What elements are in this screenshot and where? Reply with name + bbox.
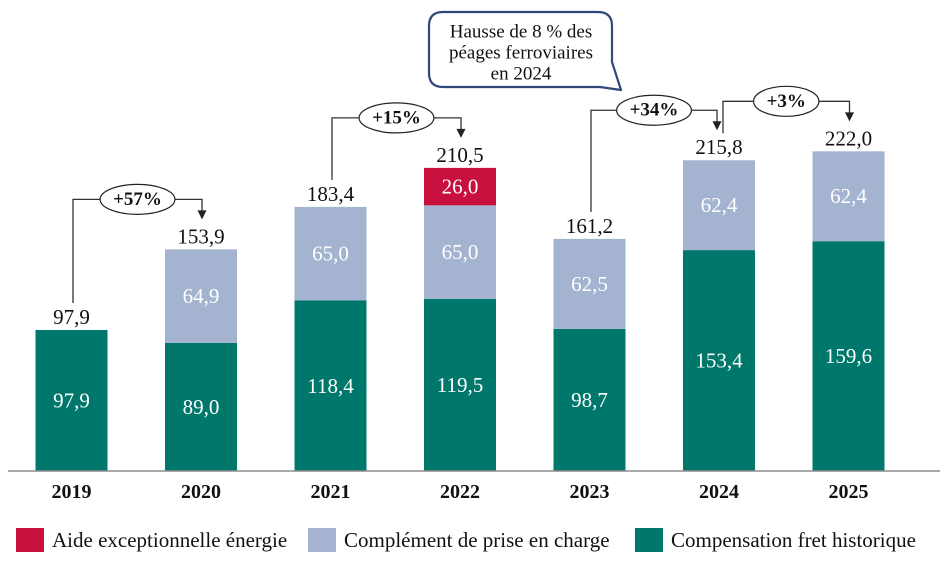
bar-segment-compensation-fret-historique-2022 (424, 298, 496, 471)
bar-segment-compensation-fret-historique-2025 (812, 241, 885, 471)
callout-line-1: Hausse de 8 % des (450, 22, 592, 43)
x-tick-label-2021: 2021 (311, 481, 351, 503)
arrow-down-icon (845, 112, 854, 122)
bar-segment-compensation-fret-historique-2021 (294, 300, 367, 471)
total-label-2022: 210,5 (436, 143, 483, 167)
total-label-2020: 153,9 (177, 224, 224, 248)
data-label-complement-de-prise-en-charge-2025: 62,4 (830, 184, 867, 208)
growth-annotation-2023-2024: +34% (590, 94, 722, 212)
bar-segment-compensation-fret-historique-2019 (35, 330, 108, 471)
bracket-line-right (433, 117, 462, 130)
legend-item-compensation-fret-historique: Compensation fret historique (635, 528, 916, 552)
data-label-complement-de-prise-en-charge-2024: 62,4 (701, 193, 738, 217)
growth-label: +57% (113, 189, 162, 210)
bracket-line-left (722, 100, 754, 134)
bracket-line-right (691, 109, 718, 123)
legend-label: Compensation fret historique (671, 528, 916, 552)
bar-segment-complement-de-prise-en-charge-2023 (553, 238, 626, 329)
bracket-line-right (818, 100, 851, 114)
growth-label: +3% (767, 91, 806, 112)
x-tick-label-2022: 2022 (440, 481, 480, 503)
bar-segment-complement-de-prise-en-charge-2024 (683, 160, 755, 251)
x-tick-label-2025: 2025 (829, 481, 869, 503)
callout-line-2: péages ferroviaires (449, 43, 593, 64)
data-label-compensation-fret-historique-2023: 98,7 (571, 388, 608, 412)
callout-bubble: Hausse de 8 % des péages ferroviaires en… (427, 10, 623, 92)
growth-annotation-2021-2022: +15% (331, 102, 466, 180)
bar-segment-complement-de-prise-en-charge-2020 (165, 249, 237, 343)
growth-label: +15% (372, 107, 421, 128)
total-labels-layer: 97,9 153,9 183,4 210,5 161,2 215,8 222,0 (53, 126, 872, 329)
total-label-2025: 222,0 (825, 126, 872, 150)
legend-swatch (635, 528, 663, 552)
x-tick-label-2019: 2019 (52, 481, 92, 503)
bracket-line-right (174, 198, 203, 212)
bracket-line-left (590, 109, 617, 212)
data-label-compensation-fret-historique-2019: 97,9 (53, 389, 90, 413)
growth-annotation-2019-2020: +57% (72, 183, 207, 304)
total-label-2021: 183,4 (307, 182, 355, 206)
bar-segment-complement-de-prise-en-charge-2025 (812, 151, 885, 242)
total-label-2023: 161,2 (566, 214, 613, 238)
bar-segment-aide-exceptionnelle-energie-2022 (424, 167, 496, 206)
x-tick-labels: 2019 2020 2021 2022 2023 2024 2025 (52, 481, 869, 503)
data-label-compensation-fret-historique-2021: 118,4 (307, 374, 354, 398)
data-label-complement-de-prise-en-charge-2022: 65,0 (442, 240, 479, 264)
arrow-down-icon (197, 210, 207, 220)
x-tick-label-2023: 2023 (570, 481, 610, 503)
callout-bubble-shape (427, 10, 623, 92)
bar-segment-compensation-fret-historique-2020 (165, 342, 237, 471)
bar-segment-complement-de-prise-en-charge-2022 (424, 205, 496, 299)
bar-segment-compensation-fret-historique-2023 (553, 328, 626, 471)
total-label-2019: 97,9 (53, 305, 90, 329)
legend: Aide exceptionnelle énergie Complément de… (16, 528, 916, 552)
legend-swatch (16, 528, 44, 552)
bracket-line-left (72, 198, 101, 304)
x-tick-label-2020: 2020 (181, 481, 221, 503)
data-label-complement-de-prise-en-charge-2020: 64,9 (183, 284, 220, 308)
total-label-2024: 215,8 (695, 135, 742, 159)
bars-layer (35, 151, 885, 471)
segment-labels-layer: 97,9 89,0 64,9 118,4 65,0 119,5 65,0 26,0 98,7 62… (53, 175, 872, 419)
growth-label: +34% (630, 100, 679, 121)
data-label-compensation-fret-historique-2022: 119,5 (437, 373, 483, 397)
growth-annotation-2024-2025: +3% (722, 85, 854, 134)
legend-label: Aide exceptionnelle énergie (52, 528, 287, 552)
data-label-compensation-fret-historique-2020: 89,0 (183, 395, 220, 419)
data-label-compensation-fret-historique-2025: 159,6 (825, 344, 872, 368)
data-label-complement-de-prise-en-charge-2023: 62,5 (571, 272, 608, 296)
x-tick-label-2024: 2024 (699, 481, 739, 503)
callout-line-3: en 2024 (491, 64, 552, 85)
legend-label: Complément de prise en charge (344, 528, 610, 552)
bar-segment-compensation-fret-historique-2024 (683, 250, 755, 471)
bracket-line-left (331, 117, 360, 180)
data-label-compensation-fret-historique-2024: 153,4 (695, 349, 743, 373)
bar-segment-complement-de-prise-en-charge-2021 (294, 206, 367, 301)
arrow-down-icon (456, 128, 466, 138)
data-label-aide-exceptionnelle-energie-2022: 26,0 (442, 175, 479, 199)
data-label-complement-de-prise-en-charge-2021: 65,0 (312, 242, 349, 266)
legend-item-complement-de-prise-en-charge: Complément de prise en charge (308, 528, 610, 552)
legend-item-aide-exceptionnelle-energie: Aide exceptionnelle énergie (16, 528, 287, 552)
growth-annotations: +57% +15% +34% +3% (72, 85, 854, 304)
legend-swatch (308, 528, 336, 552)
arrow-down-icon (712, 121, 722, 131)
